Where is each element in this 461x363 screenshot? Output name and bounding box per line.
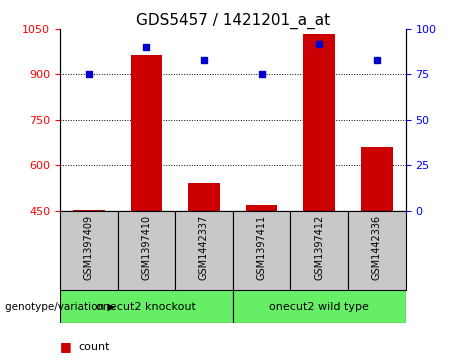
Text: genotype/variation ▶: genotype/variation ▶ [5,302,115,312]
Text: ■: ■ [60,340,71,353]
Text: onecut2 knockout: onecut2 knockout [96,302,196,312]
Text: GSM1397411: GSM1397411 [257,215,266,280]
Text: GSM1397410: GSM1397410 [142,215,151,280]
Text: count: count [78,342,110,352]
Bar [290,211,348,290]
Bar [73,209,105,211]
Bar [233,211,290,290]
Bar [303,33,335,211]
Text: onecut2 wild type: onecut2 wild type [269,302,369,312]
Bar [233,290,406,323]
Bar [60,290,233,323]
Bar [60,211,118,290]
Bar [361,147,393,211]
Text: GSM1397412: GSM1397412 [314,215,324,280]
Bar [188,183,220,211]
Bar [175,211,233,290]
Bar [130,55,162,211]
Title: GDS5457 / 1421201_a_at: GDS5457 / 1421201_a_at [136,13,330,29]
Text: GSM1442336: GSM1442336 [372,215,382,280]
Bar [348,211,406,290]
Bar [118,211,175,290]
Text: GSM1397409: GSM1397409 [84,215,94,280]
Bar [246,205,278,211]
Text: GSM1442337: GSM1442337 [199,215,209,280]
